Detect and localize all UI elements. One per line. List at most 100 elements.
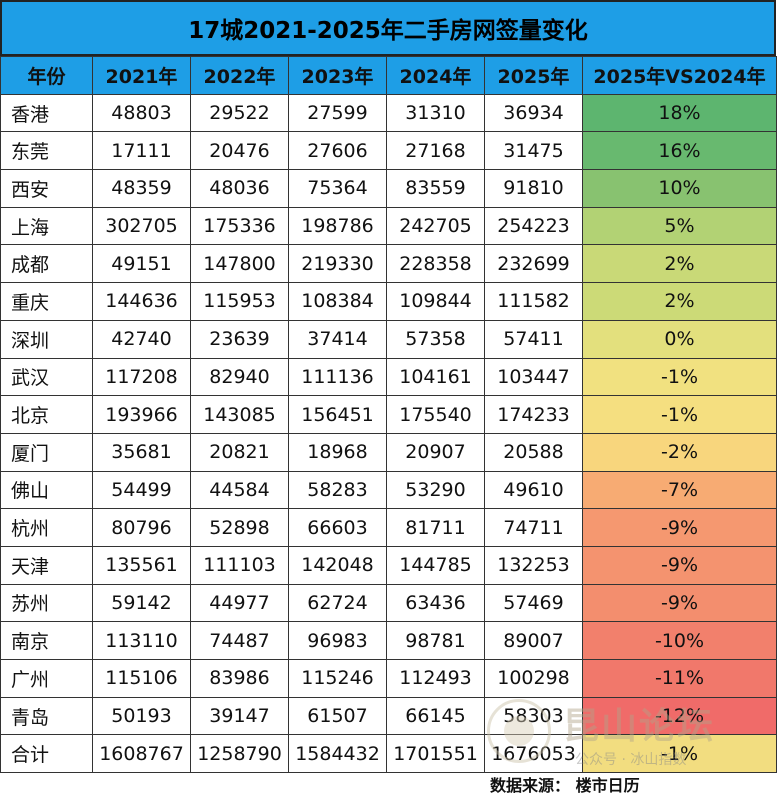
cell-2022: 44584 xyxy=(190,470,289,510)
cell-2025: 132253 xyxy=(484,545,583,585)
cell-2025: 20588 xyxy=(484,432,583,472)
cell-city: 青岛 xyxy=(0,696,93,736)
cell-2023: 142048 xyxy=(288,545,387,585)
table-row: 成都 49151 147800 219330 228358 232699 2% xyxy=(0,244,777,284)
cell-2025: 1676053 xyxy=(484,734,583,774)
cell-2024: 112493 xyxy=(386,659,485,698)
cell-2021: 35681 xyxy=(92,432,191,472)
table-row: 西安 48359 48036 75364 83559 91810 10% xyxy=(0,169,777,208)
cell-2022: 83986 xyxy=(190,659,289,698)
table-row: 武汉 117208 82940 111136 104161 103447 -1% xyxy=(0,357,777,397)
cell-change: -1% xyxy=(582,734,777,774)
table-row: 南京 113110 74487 96983 98781 89007 -10% xyxy=(0,621,777,660)
cell-2024: 83559 xyxy=(386,169,485,208)
table-row: 深圳 42740 23639 37414 57358 57411 0% xyxy=(0,319,777,359)
cell-2023: 61507 xyxy=(288,696,387,736)
cell-2022: 147800 xyxy=(190,244,289,284)
cell-2024: 104161 xyxy=(386,357,485,397)
cell-2021: 80796 xyxy=(92,508,191,547)
cell-2023: 1584432 xyxy=(288,734,387,774)
cell-2023: 18968 xyxy=(288,432,387,472)
cell-2021: 115106 xyxy=(92,659,191,698)
cell-2023: 156451 xyxy=(288,395,387,434)
cell-2024: 98781 xyxy=(386,621,485,660)
cell-2022: 115953 xyxy=(190,282,289,321)
cell-2024: 53290 xyxy=(386,470,485,510)
table-row: 杭州 80796 52898 66603 81711 74711 -9% xyxy=(0,508,777,547)
cell-2023: 27599 xyxy=(288,93,387,133)
cell-2023: 58283 xyxy=(288,470,387,510)
cell-2025: 89007 xyxy=(484,621,583,660)
cell-change: -9% xyxy=(582,583,777,623)
table-row: 北京 193966 143085 156451 175540 174233 -1% xyxy=(0,395,777,434)
cell-change: -9% xyxy=(582,545,777,585)
cell-2021: 302705 xyxy=(92,206,191,246)
cell-change: 2% xyxy=(582,282,777,321)
cell-2022: 1258790 xyxy=(190,734,289,774)
cell-2024: 175540 xyxy=(386,395,485,434)
cell-2025: 49610 xyxy=(484,470,583,510)
header-2021: 2021年 xyxy=(92,56,191,95)
cell-change: 16% xyxy=(582,131,777,171)
table-title: 17城2021-2025年二手房网签量变化 xyxy=(0,0,776,56)
cell-city: 香港 xyxy=(0,93,93,133)
cell-city: 武汉 xyxy=(0,357,93,397)
cell-2025: 58303 xyxy=(484,696,583,736)
cell-city: 东莞 xyxy=(0,131,93,171)
header-2022: 2022年 xyxy=(190,56,289,95)
cell-2025: 31475 xyxy=(484,131,583,171)
cell-2022: 175336 xyxy=(190,206,289,246)
cell-change: 0% xyxy=(582,319,777,359)
cell-2021: 117208 xyxy=(92,357,191,397)
cell-2023: 115246 xyxy=(288,659,387,698)
cell-2021: 48803 xyxy=(92,93,191,133)
cell-2025: 254223 xyxy=(484,206,583,246)
cell-2024: 66145 xyxy=(386,696,485,736)
cell-change: -1% xyxy=(582,395,777,434)
cell-2024: 228358 xyxy=(386,244,485,284)
cell-2021: 59142 xyxy=(92,583,191,623)
cell-2022: 20476 xyxy=(190,131,289,171)
cell-2024: 242705 xyxy=(386,206,485,246)
cell-2024: 109844 xyxy=(386,282,485,321)
cell-change: -1% xyxy=(582,357,777,397)
cell-2021: 42740 xyxy=(92,319,191,359)
cell-2022: 74487 xyxy=(190,621,289,660)
cell-change: 5% xyxy=(582,206,777,246)
cell-2022: 29522 xyxy=(190,93,289,133)
table-row: 香港 48803 29522 27599 31310 36934 18% xyxy=(0,93,777,133)
cell-2023: 62724 xyxy=(288,583,387,623)
table-row: 青岛 50193 39147 61507 66145 58303 -12% xyxy=(0,696,777,736)
cell-2025: 91810 xyxy=(484,169,583,208)
cell-city: 上海 xyxy=(0,206,93,246)
cell-2023: 27606 xyxy=(288,131,387,171)
cell-change: 2% xyxy=(582,244,777,284)
cell-2023: 75364 xyxy=(288,169,387,208)
cell-city: 佛山 xyxy=(0,470,93,510)
source-note: 数据来源： 楼市日历 xyxy=(490,776,640,795)
cell-2024: 63436 xyxy=(386,583,485,623)
cell-2023: 108384 xyxy=(288,282,387,321)
cell-change: -10% xyxy=(582,621,777,660)
cell-2024: 31310 xyxy=(386,93,485,133)
table-row: 天津 135561 111103 142048 144785 132253 -9% xyxy=(0,545,777,585)
cell-city: 苏州 xyxy=(0,583,93,623)
cell-city: 北京 xyxy=(0,395,93,434)
cell-2025: 57469 xyxy=(484,583,583,623)
cell-change: 10% xyxy=(582,169,777,208)
cell-2025: 74711 xyxy=(484,508,583,547)
table-row: 佛山 54499 44584 58283 53290 49610 -7% xyxy=(0,470,777,510)
cell-city: 西安 xyxy=(0,169,93,208)
cell-2022: 111103 xyxy=(190,545,289,585)
header-year: 年份 xyxy=(0,56,93,95)
cell-2022: 44977 xyxy=(190,583,289,623)
cell-change: -2% xyxy=(582,432,777,472)
header-row: 年份 2021年 2022年 2023年 2024年 2025年 2025年VS… xyxy=(0,56,777,95)
sales-table: 年份 2021年 2022年 2023年 2024年 2025年 2025年VS… xyxy=(0,56,777,774)
cell-city: 天津 xyxy=(0,545,93,585)
cell-2021: 144636 xyxy=(92,282,191,321)
data-sheet: 17城2021-2025年二手房网签量变化 年份 2021年 2022年 202… xyxy=(0,0,777,774)
cell-2023: 198786 xyxy=(288,206,387,246)
cell-2021: 193966 xyxy=(92,395,191,434)
cell-2021: 113110 xyxy=(92,621,191,660)
